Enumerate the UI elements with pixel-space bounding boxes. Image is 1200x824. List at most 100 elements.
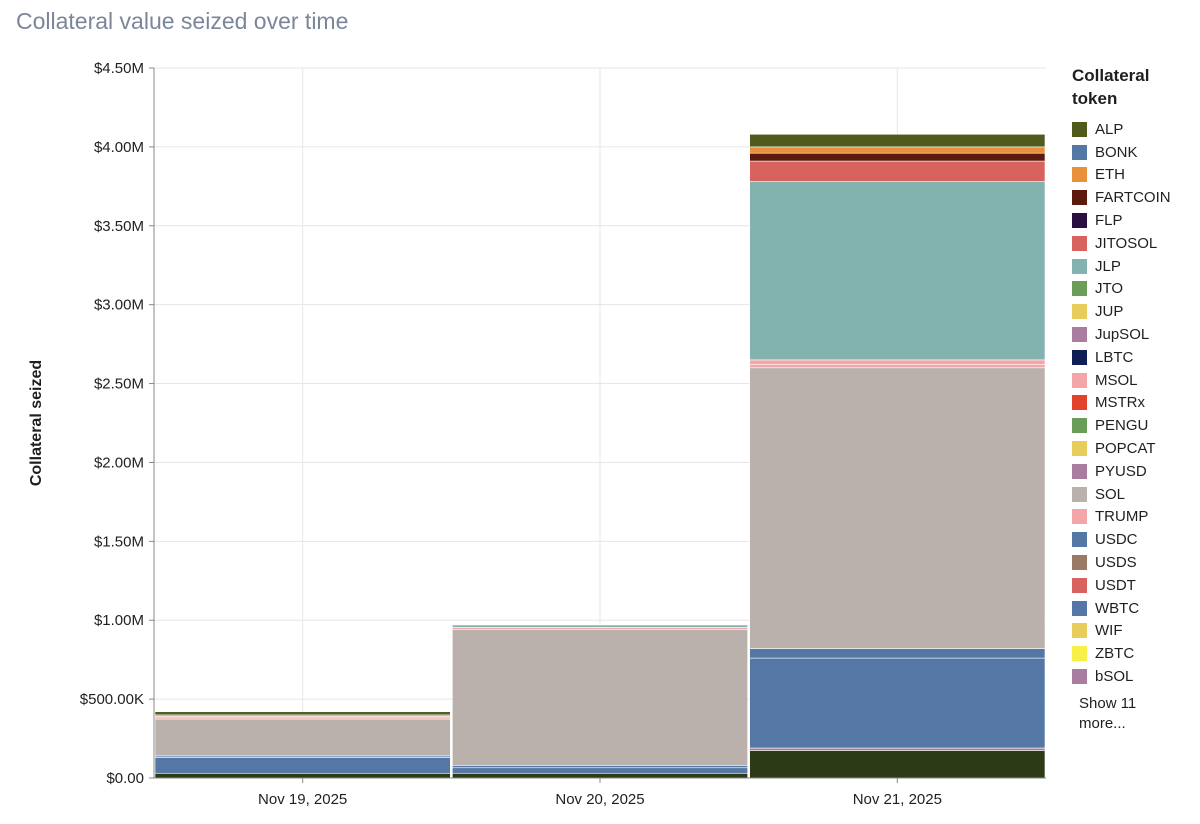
- bar-segment-jitosol[interactable]: [749, 160, 1046, 182]
- x-tick-label: Nov 19, 2025: [258, 791, 347, 808]
- y-tick-label: $2.00M: [94, 454, 144, 471]
- legend-label: USDT: [1095, 576, 1136, 594]
- bar-segment-wbtc[interactable]: [749, 648, 1046, 659]
- legend-label: WBTC: [1095, 599, 1140, 617]
- legend-title: Collateral token: [1072, 66, 1150, 108]
- legend-item-jlp[interactable]: JLP: [1072, 255, 1196, 278]
- y-axis-label: Collateral seized: [28, 360, 45, 486]
- legend-label: SOL: [1095, 485, 1126, 503]
- legend-swatch: [1072, 235, 1087, 251]
- y-tick-label: $500.00K: [80, 691, 144, 708]
- legend-label: MSOL: [1095, 371, 1138, 389]
- legend-label: JLP: [1095, 257, 1121, 275]
- legend-swatch: [1072, 577, 1087, 593]
- y-tick-label: $4.50M: [94, 60, 144, 77]
- legend-label: BONK: [1095, 143, 1138, 161]
- legend-item-eth[interactable]: ETH: [1072, 164, 1196, 187]
- legend-item-bsol[interactable]: bSOL: [1072, 665, 1196, 688]
- legend-swatch: [1072, 418, 1087, 434]
- legend-item-popcat[interactable]: POPCAT: [1072, 437, 1196, 460]
- legend-label: MSTRx: [1095, 394, 1145, 412]
- legend-item-mstrx[interactable]: MSTRx: [1072, 392, 1196, 415]
- x-tick-label: Nov 20, 2025: [555, 791, 644, 808]
- bar-segment-wbtc[interactable]: [452, 765, 748, 769]
- legend-item-wif[interactable]: WIF: [1072, 620, 1196, 643]
- legend-swatch: [1072, 669, 1087, 685]
- legend-item-trump[interactable]: TRUMP: [1072, 506, 1196, 529]
- legend-label: FARTCOIN: [1095, 189, 1171, 207]
- bar-segment-bsol[interactable]: [749, 747, 1046, 751]
- legend-swatch: [1072, 600, 1087, 616]
- legend-label: PYUSD: [1095, 462, 1147, 480]
- legend-item-wbtc[interactable]: WBTC: [1072, 597, 1196, 620]
- legend-swatch: [1072, 555, 1087, 571]
- legend-label: WIF: [1095, 622, 1123, 640]
- bar-segment-alp[interactable]: [154, 711, 451, 716]
- legend-swatch: [1072, 372, 1087, 388]
- legend-item-jitosol[interactable]: JITOSOL: [1072, 232, 1196, 255]
- y-tick-label: $1.00M: [94, 612, 144, 629]
- legend-swatch: [1072, 258, 1087, 274]
- bar-segment-usdc[interactable]: [154, 757, 451, 774]
- legend-item-jup[interactable]: JUP: [1072, 300, 1196, 323]
- legend-item-msol[interactable]: MSOL: [1072, 369, 1196, 392]
- legend-swatch: [1072, 441, 1087, 457]
- legend-swatch: [1072, 463, 1087, 479]
- legend-swatch: [1072, 623, 1087, 639]
- legend-label: LBTC: [1095, 348, 1134, 366]
- legend-label: bSOL: [1095, 668, 1134, 686]
- legend-item-jupsol[interactable]: JupSOL: [1072, 323, 1196, 346]
- bar-segment-jlp[interactable]: [749, 181, 1046, 361]
- legend-items: ALP BONK ETH FARTCOIN FLP JITOSOL JLP JTO JUP Jup…: [1072, 118, 1196, 688]
- legend-item-lbtc[interactable]: LBTC: [1072, 346, 1196, 369]
- bar-segment-other[interactable]: [154, 772, 451, 779]
- x-tick-label: Nov 21, 2025: [853, 791, 942, 808]
- legend-item-pengu[interactable]: PENGU: [1072, 414, 1196, 437]
- bar-segment-other[interactable]: [452, 772, 748, 779]
- chart-title: Collateral value seized over time: [16, 8, 349, 34]
- bar-segment-eth[interactable]: [749, 146, 1046, 154]
- legend-swatch: [1072, 486, 1087, 502]
- bar-segment-usdc[interactable]: [749, 657, 1046, 749]
- bar-segment-sol[interactable]: [154, 718, 451, 757]
- legend-label: JITOSOL: [1095, 234, 1158, 252]
- legend-show-more[interactable]: Show 11 more...: [1079, 694, 1137, 732]
- legend-item-pyusd[interactable]: PYUSD: [1072, 460, 1196, 483]
- bar-segment-trump[interactable]: [749, 359, 1046, 365]
- bar-segment-other[interactable]: [749, 750, 1046, 779]
- bar-segment-sol[interactable]: [452, 629, 748, 766]
- legend-label: TRUMP: [1095, 508, 1149, 526]
- legend-label: ALP: [1095, 120, 1124, 138]
- legend-swatch: [1072, 213, 1087, 229]
- legend-item-bonk[interactable]: BONK: [1072, 141, 1196, 164]
- bar-segment-usdc[interactable]: [452, 767, 748, 774]
- legend-swatch: [1072, 144, 1087, 160]
- legend-swatch: [1072, 304, 1087, 320]
- legend-item-usdt[interactable]: USDT: [1072, 574, 1196, 597]
- legend-swatch: [1072, 349, 1087, 365]
- legend-item-sol[interactable]: SOL: [1072, 483, 1196, 506]
- y-tick-label: $3.50M: [94, 218, 144, 235]
- legend-swatch: [1072, 167, 1087, 183]
- bar-segment-jlp[interactable]: [452, 624, 748, 628]
- bar-segment-fartcoin[interactable]: [749, 152, 1046, 162]
- bar-segment-msol[interactable]: [452, 627, 748, 630]
- legend-swatch: [1072, 395, 1087, 411]
- bar-segment-msol[interactable]: [749, 364, 1046, 369]
- y-tick-label: $4.00M: [94, 139, 144, 156]
- legend-item-flp[interactable]: FLP: [1072, 209, 1196, 232]
- legend-item-fartcoin[interactable]: FARTCOIN: [1072, 186, 1196, 209]
- legend-label: USDC: [1095, 531, 1138, 549]
- legend-item-usdc[interactable]: USDC: [1072, 528, 1196, 551]
- legend-item-jto[interactable]: JTO: [1072, 278, 1196, 301]
- legend-swatch: [1072, 327, 1087, 343]
- legend-item-zbtc[interactable]: ZBTC: [1072, 642, 1196, 665]
- legend-label: USDS: [1095, 554, 1137, 572]
- bar-segment-alp[interactable]: [749, 133, 1046, 148]
- legend-swatch: [1072, 121, 1087, 137]
- bar-segment-sol[interactable]: [749, 367, 1046, 649]
- legend-item-usds[interactable]: USDS: [1072, 551, 1196, 574]
- legend-swatch: [1072, 509, 1087, 525]
- legend-item-alp[interactable]: ALP: [1072, 118, 1196, 141]
